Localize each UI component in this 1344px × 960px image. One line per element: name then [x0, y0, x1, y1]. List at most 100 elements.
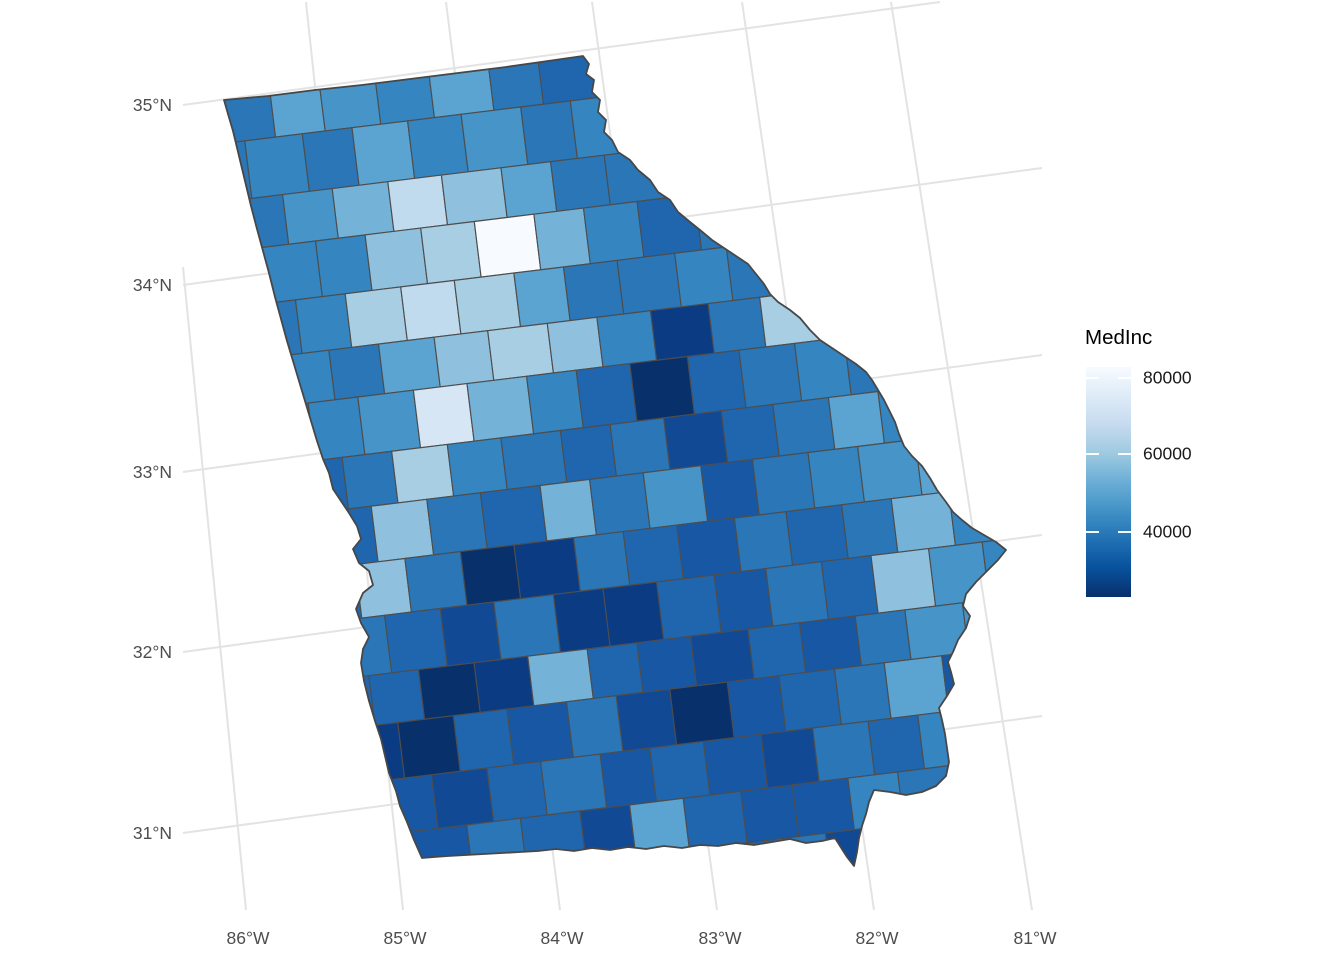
county-cell	[877, 383, 943, 444]
county-cell	[962, 154, 1006, 218]
county-cell	[552, 587, 611, 653]
county-cell	[702, 733, 769, 796]
axis-labels: 35°N 34°N 33°N 32°N 31°N 86°W 85°W 84°W 83°W 82°W…	[133, 95, 1057, 948]
county-cell	[649, 303, 715, 361]
y-axis-tick-label: 31°N	[133, 823, 172, 843]
county-cell	[1042, 800, 1101, 864]
county-cell	[968, 425, 1006, 489]
county-cell	[1016, 590, 1074, 646]
county-cell	[599, 747, 657, 809]
county-cell	[623, 86, 690, 153]
county-cell	[936, 0, 995, 3]
county-cell	[473, 213, 542, 278]
county-cell	[283, 456, 349, 517]
county-cell	[550, 154, 611, 212]
county-cell	[533, 207, 591, 271]
county-cell	[616, 252, 682, 315]
county-cell	[954, 316, 1006, 382]
county-cell	[294, 293, 353, 355]
county-cell	[453, 272, 522, 335]
county-cell	[901, 323, 963, 389]
county-cell	[546, 316, 604, 374]
county-cell	[420, 220, 482, 285]
county-cell	[837, 60, 904, 127]
county-cell	[565, 695, 624, 758]
county-cell	[662, 846, 724, 866]
county-cell	[282, 188, 339, 245]
legend-title: MedInc	[1085, 326, 1153, 349]
county-cell	[713, 568, 774, 634]
county-cell	[745, 180, 810, 245]
county-cell	[303, 837, 369, 866]
county-cell	[738, 342, 803, 409]
county-cell	[948, 56, 1006, 113]
county-cell	[368, 669, 426, 726]
county-cell	[452, 708, 515, 772]
county-cell	[466, 817, 528, 866]
county-cell	[751, 451, 816, 516]
county-cell	[603, 147, 669, 206]
county-cell	[930, 812, 996, 866]
county-cell	[439, 601, 502, 667]
graticule-meridian	[890, 1, 1033, 911]
x-axis-tick-label: 86°W	[227, 928, 270, 948]
county-cell	[1000, 56, 1006, 107]
county-cell	[841, 498, 899, 559]
county-cell	[460, 106, 529, 173]
county-cell	[642, 465, 709, 529]
county-cell	[857, 438, 923, 503]
county-cell	[377, 336, 441, 395]
legend-tick-mark	[1118, 531, 1131, 533]
county-cell	[1028, 258, 1090, 315]
county-cell	[785, 504, 849, 566]
county-cell	[629, 355, 695, 422]
county-cell	[323, 780, 389, 843]
county-cell	[668, 0, 727, 36]
county-cell	[812, 720, 876, 783]
county-cell	[622, 524, 684, 586]
y-axis-tick-label: 32°N	[133, 642, 172, 662]
county-cell	[980, 101, 1006, 160]
county-cell	[615, 688, 678, 752]
county-cell	[384, 607, 448, 674]
county-cell	[508, 0, 565, 55]
county-cell	[935, 377, 997, 437]
county-cell	[347, 721, 406, 785]
county-cell	[259, 682, 318, 740]
county-cell	[968, 0, 1030, 51]
county-cell	[579, 804, 637, 864]
county-cell	[776, 0, 833, 23]
legend-tick-mark	[1086, 531, 1099, 533]
county-cell	[612, 852, 671, 866]
county-cell	[341, 450, 399, 510]
county-cell	[1047, 636, 1109, 698]
county-cell	[740, 784, 800, 844]
county-cell	[224, 409, 259, 475]
county-cell	[788, 67, 846, 133]
county-cell	[772, 397, 836, 457]
legend-tick-label: 40000	[1143, 521, 1192, 542]
county-cell	[582, 200, 645, 265]
county-cell	[720, 403, 780, 463]
county-cell	[847, 771, 905, 831]
county-cell	[562, 259, 625, 322]
legend-tick-label: 80000	[1143, 367, 1192, 388]
county-cell	[268, 78, 326, 138]
county-cell	[245, 571, 305, 633]
county-cell	[725, 239, 790, 302]
county-cell	[854, 609, 912, 667]
county-cell	[801, 174, 859, 238]
county-cell	[755, 56, 813, 78]
county-cell	[513, 266, 571, 328]
county-cell	[765, 561, 829, 627]
county-cell	[791, 777, 855, 838]
county-cell	[987, 806, 1006, 866]
county-cell	[1060, 745, 1122, 803]
county-cell	[459, 544, 522, 606]
county-cell	[1094, 794, 1157, 858]
county-cell	[888, 219, 950, 282]
county-cell	[400, 279, 462, 342]
county-cell	[430, 767, 495, 829]
county-cell	[426, 492, 488, 556]
county-cell	[1001, 478, 1006, 540]
